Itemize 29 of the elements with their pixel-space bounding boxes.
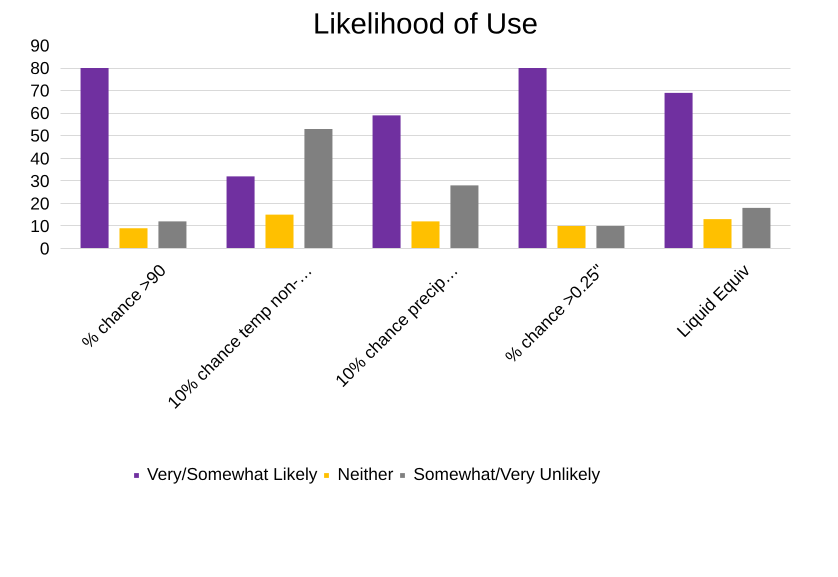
y-tick-label: 0 <box>40 238 50 258</box>
legend-label: Somewhat/Very Unlikely <box>413 464 600 485</box>
legend-label: Very/Somewhat Likely <box>147 464 318 485</box>
bar <box>411 221 440 248</box>
bar <box>158 221 186 248</box>
bar <box>265 214 294 248</box>
bar <box>304 128 332 248</box>
bar <box>664 92 693 248</box>
legend-label: Neither <box>337 464 394 485</box>
y-tick-label: 50 <box>30 126 50 146</box>
y-tick-label: 80 <box>30 58 50 78</box>
bar <box>226 176 255 248</box>
bar <box>80 68 109 248</box>
bar <box>450 185 478 248</box>
bar <box>742 208 770 248</box>
bar <box>119 228 148 248</box>
chart-title: Likelihood of Use <box>313 8 538 40</box>
y-tick-label: 10 <box>30 216 50 236</box>
y-tick-label: 90 <box>30 36 50 56</box>
bar <box>703 219 732 248</box>
y-tick-label: 70 <box>30 80 50 101</box>
y-tick-label: 20 <box>30 193 50 214</box>
bar <box>596 226 624 248</box>
bar <box>372 115 401 248</box>
bar <box>557 226 586 248</box>
bar <box>518 68 547 248</box>
y-tick-label: 40 <box>30 148 50 168</box>
y-tick-label: 30 <box>30 170 50 191</box>
y-tick-label: 60 <box>30 103 50 124</box>
